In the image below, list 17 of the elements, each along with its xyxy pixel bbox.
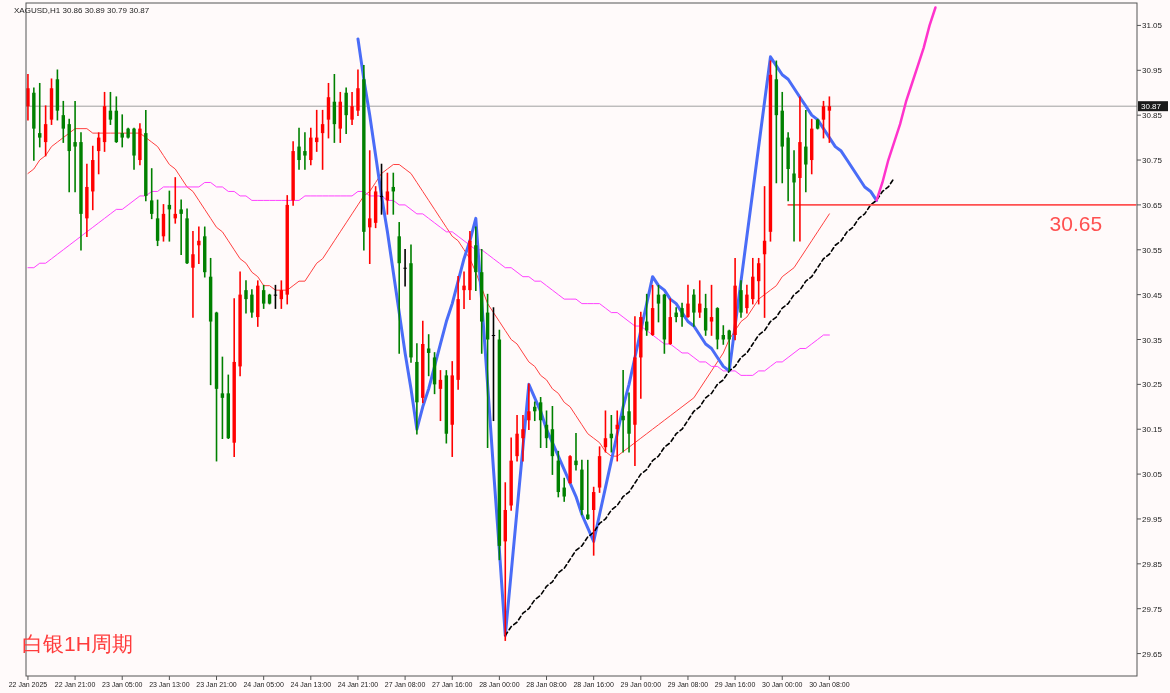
y-tick-label: 29.75	[1142, 604, 1163, 614]
y-tick-label: 30.65	[1142, 200, 1163, 210]
y-tick-label: 30.15	[1142, 425, 1163, 435]
y-tick-label: 30.05	[1142, 470, 1163, 480]
chart-title: XAGUSD,H1 30.86 30.89 30.79 30.87	[14, 6, 150, 15]
y-tick-label: 29.95	[1142, 514, 1163, 524]
y-tick-label: 31.05	[1142, 21, 1163, 31]
y-tick-label: 29.85	[1142, 559, 1163, 569]
y-tick-label: 30.95	[1142, 66, 1163, 76]
y-tick-label: 29.65	[1142, 649, 1163, 659]
y-tick-label: 30.35	[1142, 335, 1163, 345]
y-tick-label: 30.85	[1142, 111, 1163, 121]
ref-line-label: 30.87	[1141, 102, 1162, 112]
y-tick-label: 30.25	[1142, 380, 1163, 390]
y-tick-label: 30.75	[1142, 156, 1163, 166]
y-tick-label: 30.55	[1142, 245, 1163, 255]
y-tick-label: 30.45	[1142, 290, 1163, 300]
